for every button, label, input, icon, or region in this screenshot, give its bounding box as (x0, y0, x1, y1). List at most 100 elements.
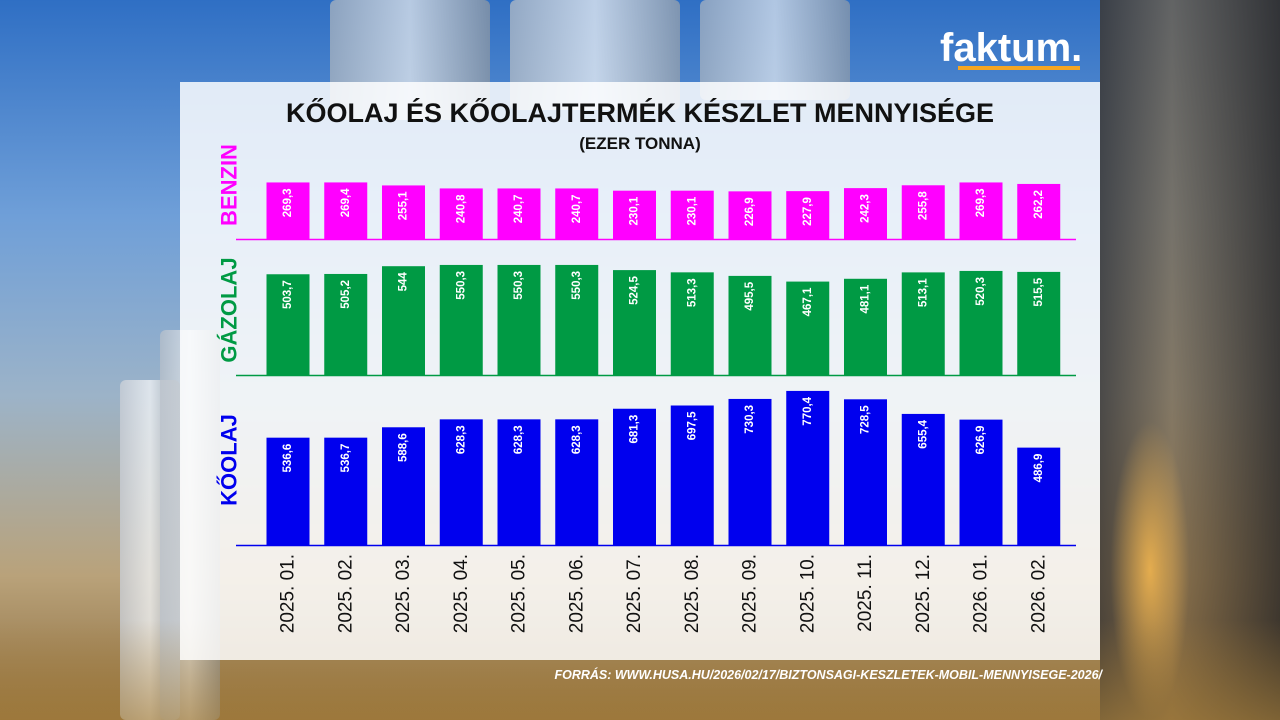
bar-value-label: 513,1 (917, 278, 929, 307)
bar-value-label: 226,9 (744, 197, 756, 226)
bar-value-label: 467,1 (802, 287, 814, 316)
bar-gázolaj (497, 264, 541, 375)
bar-value-label: 628,3 (455, 425, 467, 454)
chart-title: KŐOLAJ ÉS KŐOLAJTERMÉK KÉSZLET MENNYISÉG… (285, 98, 995, 128)
x-tick-label: 2025. 10. (797, 554, 818, 633)
bar-value-label: 240,8 (455, 194, 467, 223)
bar-benzin (901, 185, 945, 239)
bar-value-label: 588,6 (398, 433, 410, 462)
bar-value-label: 481,1 (860, 284, 872, 313)
bar-benzin (613, 190, 656, 239)
bar-value-label: 242,3 (860, 194, 872, 223)
bar-value-label: 728,5 (860, 405, 872, 434)
bar-value-label: 626,9 (975, 426, 987, 455)
bar-value-label: 524,5 (629, 275, 641, 304)
bar-kőolaj (670, 405, 714, 545)
bar-gázolaj (959, 270, 1003, 375)
x-tick-label: 2025. 11. (855, 554, 876, 632)
bar-kőolaj (382, 427, 425, 545)
x-tick-label: 2025. 05. (509, 554, 530, 633)
bar-value-label: 269,3 (282, 188, 294, 217)
bar-value-label: 240,7 (571, 194, 583, 223)
bar-value-label: 681,3 (629, 415, 641, 444)
bar-kőolaj (266, 437, 310, 545)
bar-kőolaj (901, 413, 945, 545)
x-tick-label: 2026. 01. (971, 554, 992, 633)
x-tick-label: 2025. 03. (393, 554, 414, 633)
bar-value-label: 262,2 (1033, 190, 1045, 219)
bar-value-label: 503,7 (282, 280, 294, 309)
bar-value-label: 515,5 (1033, 277, 1045, 306)
bar-benzin (670, 190, 714, 239)
bar-kőolaj (555, 419, 599, 545)
x-tick-label: 2026. 02. (1028, 554, 1049, 633)
bar-gázolaj (555, 264, 599, 375)
bar-value-label: 520,3 (975, 277, 987, 306)
bar-gázolaj (1017, 271, 1061, 375)
bar-gázolaj (266, 274, 310, 375)
bar-gázolaj (382, 266, 425, 375)
series-label-kőolaj: KŐOLAJ (217, 414, 242, 506)
bar-value-label: 730,3 (744, 405, 756, 434)
bar-value-label: 495,5 (744, 281, 756, 310)
bar-chart: BENZIN 269,3 269,4 255,1 240,8 240,7 240,7 230,… (217, 144, 1076, 633)
bar-gázolaj (901, 272, 945, 375)
brand-logo: faktum. (940, 26, 1082, 71)
bar-gázolaj (613, 270, 656, 375)
bar-value-label: 550,3 (513, 271, 525, 300)
x-tick-label: 2025. 09. (740, 554, 761, 633)
bar-value-label: 536,7 (340, 444, 352, 473)
bar-benzin (959, 182, 1003, 239)
bar-value-label: 770,4 (802, 396, 814, 425)
x-tick-label: 2025. 02. (335, 554, 356, 633)
x-tick-label: 2025. 07. (624, 554, 645, 633)
bar-gázolaj (324, 273, 368, 375)
chart-panel: KŐOLAJ ÉS KŐOLAJTERMÉK KÉSZLET MENNYISÉG… (180, 82, 1100, 660)
bar-kőolaj (1017, 447, 1061, 545)
bar-gázolaj (786, 281, 830, 375)
bar-value-label: 230,1 (629, 196, 641, 225)
logo-text: faktum (940, 26, 1072, 70)
bar-gázolaj (670, 272, 714, 375)
bar-benzin (382, 185, 425, 239)
bar-value-label: 628,3 (513, 425, 525, 454)
bar-value-label: 513,3 (686, 278, 698, 307)
bar-gázolaj (728, 275, 772, 375)
bar-kőolaj (613, 408, 656, 545)
bar-benzin (844, 188, 887, 239)
bar-value-label: 227,9 (802, 197, 814, 226)
bar-benzin (439, 188, 483, 239)
bar-benzin (1017, 183, 1061, 239)
bar-value-label: 550,3 (455, 271, 467, 300)
bar-value-label: 697,5 (686, 411, 698, 440)
chart-subtitle: (EZER TONNA) (579, 134, 701, 153)
x-tick-label: 2025. 06. (566, 554, 587, 633)
bar-gázolaj (439, 264, 483, 375)
bar-kőolaj (324, 437, 368, 545)
bar-benzin (266, 182, 310, 239)
source-note: FORRÁS: WWW.HUSA.HU/2026/02/17/BIZTONSAG… (554, 668, 1102, 682)
logo-dot: . (1071, 26, 1083, 70)
bar-value-label: 486,9 (1033, 454, 1045, 483)
bar-value-label: 255,1 (398, 191, 410, 220)
bar-kőolaj (728, 398, 772, 545)
bar-value-label: 544 (398, 272, 410, 292)
bar-benzin (555, 188, 599, 239)
bar-value-label: 269,3 (975, 188, 987, 217)
bar-value-label: 230,1 (686, 196, 698, 225)
bar-value-label: 505,2 (340, 280, 352, 309)
bar-benzin (497, 188, 541, 239)
logo-underline (958, 66, 1080, 70)
bar-value-label: 536,6 (282, 444, 294, 473)
bar-kőolaj (959, 419, 1003, 545)
bar-value-label: 628,3 (571, 425, 583, 454)
x-tick-label: 2025. 08. (682, 554, 703, 633)
bar-value-label: 550,3 (571, 271, 583, 300)
bar-kőolaj (497, 419, 541, 545)
bar-gázolaj (844, 278, 887, 375)
bar-benzin (728, 191, 772, 239)
bar-kőolaj (786, 390, 830, 545)
x-tick-label: 2025. 01. (278, 554, 299, 633)
series-label-benzin: BENZIN (217, 144, 242, 226)
bar-benzin (786, 191, 830, 239)
